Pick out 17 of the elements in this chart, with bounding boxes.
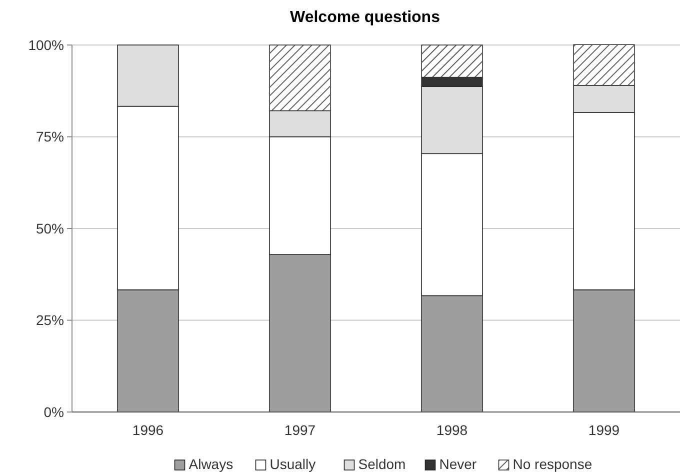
x-tick-label: 1998 xyxy=(436,422,468,438)
y-tick-label: 0% xyxy=(44,404,64,420)
x-tick-label: 1996 xyxy=(132,422,164,438)
y-tick-label: 100% xyxy=(28,36,64,53)
chart-title: Welcome questions xyxy=(290,9,440,26)
legend-label: Never xyxy=(439,456,477,472)
bar xyxy=(573,44,635,86)
legend-label: Seldom xyxy=(358,456,406,472)
y-tick-label: 50% xyxy=(36,220,64,236)
y-tick-label: 75% xyxy=(36,128,64,145)
x-tick-label: 1997 xyxy=(284,422,316,438)
legend-label: Always xyxy=(188,456,234,472)
legend-label: No response xyxy=(512,456,592,472)
x-tick-label: 1999 xyxy=(588,422,620,438)
y-tick-label: 25% xyxy=(36,312,64,328)
bar xyxy=(269,44,331,112)
legend-label: Usually xyxy=(270,456,316,472)
